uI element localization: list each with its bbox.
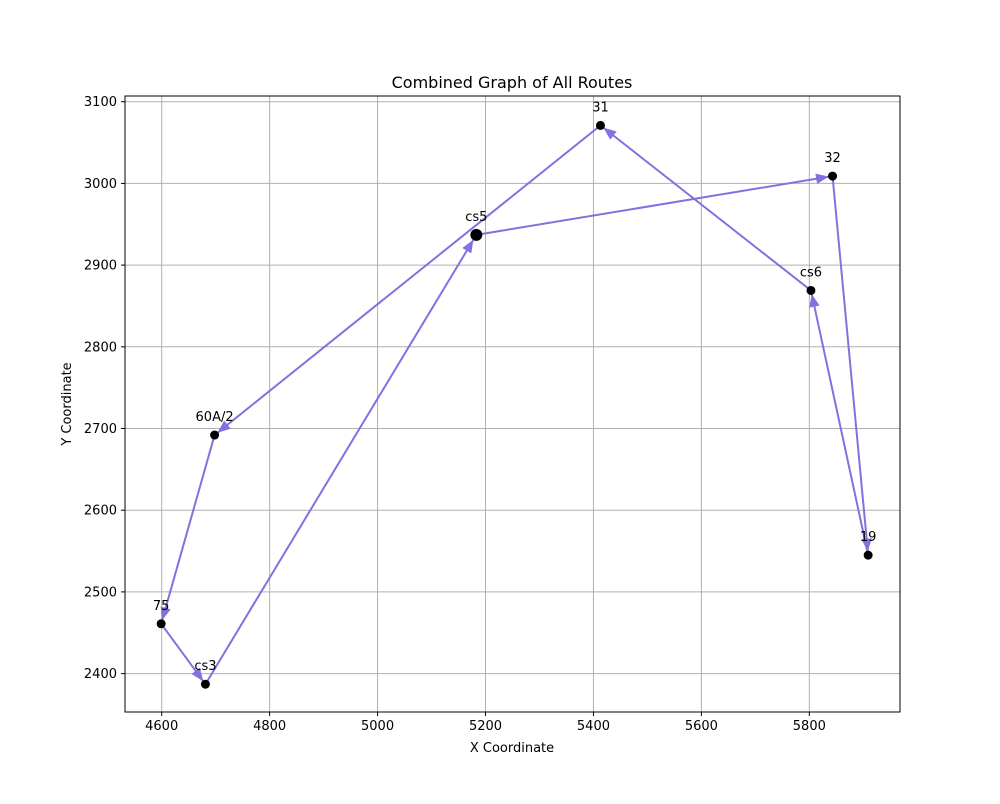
route-node <box>828 171 838 181</box>
route-node <box>863 550 873 560</box>
node-labels: cs5 31 32 cs6 19 60A/2 75 cs3 <box>153 100 877 674</box>
node-label: cs6 <box>800 265 822 280</box>
x-tick-label: 5200 <box>469 719 502 734</box>
node-label: 19 <box>860 530 877 545</box>
route-node <box>470 228 483 241</box>
route-arrowhead <box>809 294 820 308</box>
y-axis-ticks: 2400 2500 2600 2700 2800 2900 3000 3100 <box>84 95 125 682</box>
route-node <box>806 285 816 295</box>
route-edge <box>831 175 869 552</box>
node-label: 32 <box>824 151 841 166</box>
route-edge <box>811 294 870 557</box>
route-arrowhead <box>191 667 204 682</box>
y-tick-label: 2900 <box>84 259 117 274</box>
chart-title: Combined Graph of All Routes <box>392 73 633 92</box>
y-axis-label: Y Coordinate <box>60 362 75 446</box>
x-tick-label: 4800 <box>253 719 286 734</box>
node-label: 31 <box>592 100 609 115</box>
y-tick-label: 3100 <box>84 95 117 110</box>
y-tick-label: 2800 <box>84 340 117 355</box>
y-tick-label: 2600 <box>84 504 117 519</box>
x-axis-ticks: 4600 4800 5000 5200 5400 5600 5800 <box>145 712 826 734</box>
grid <box>125 96 900 712</box>
node-label: cs5 <box>465 210 487 225</box>
x-tick-label: 5800 <box>793 719 826 734</box>
route-node <box>210 430 220 440</box>
route-arrowhead <box>815 173 829 184</box>
route-node <box>595 120 605 130</box>
route-node <box>156 619 166 629</box>
plot-frame <box>124 95 901 713</box>
route-edge <box>603 127 812 292</box>
x-tick-label: 4600 <box>145 719 178 734</box>
node-label: 60A/2 <box>196 410 234 425</box>
route-edge <box>204 239 474 686</box>
route-arrowhead <box>462 239 474 254</box>
route-edge <box>475 175 829 236</box>
route-edge <box>161 434 216 620</box>
route-edges <box>160 124 872 686</box>
route-edge <box>160 622 204 682</box>
y-tick-label: 3000 <box>84 177 117 192</box>
route-arrowhead <box>217 420 231 433</box>
node-label: cs3 <box>194 659 216 674</box>
x-tick-label: 5400 <box>577 719 610 734</box>
x-axis-label: X Coordinate <box>470 741 554 756</box>
x-tick-label: 5000 <box>361 719 394 734</box>
plot-area <box>125 96 900 712</box>
y-tick-label: 2500 <box>84 585 117 600</box>
route-edge <box>217 124 602 433</box>
y-tick-label: 2400 <box>84 667 117 682</box>
route-nodes <box>156 120 873 689</box>
x-tick-label: 5600 <box>685 719 718 734</box>
route-arrowhead <box>160 606 171 621</box>
node-label: 75 <box>153 599 170 614</box>
route-arrowhead <box>603 127 617 140</box>
route-node <box>200 679 210 689</box>
y-tick-label: 2700 <box>84 422 117 437</box>
